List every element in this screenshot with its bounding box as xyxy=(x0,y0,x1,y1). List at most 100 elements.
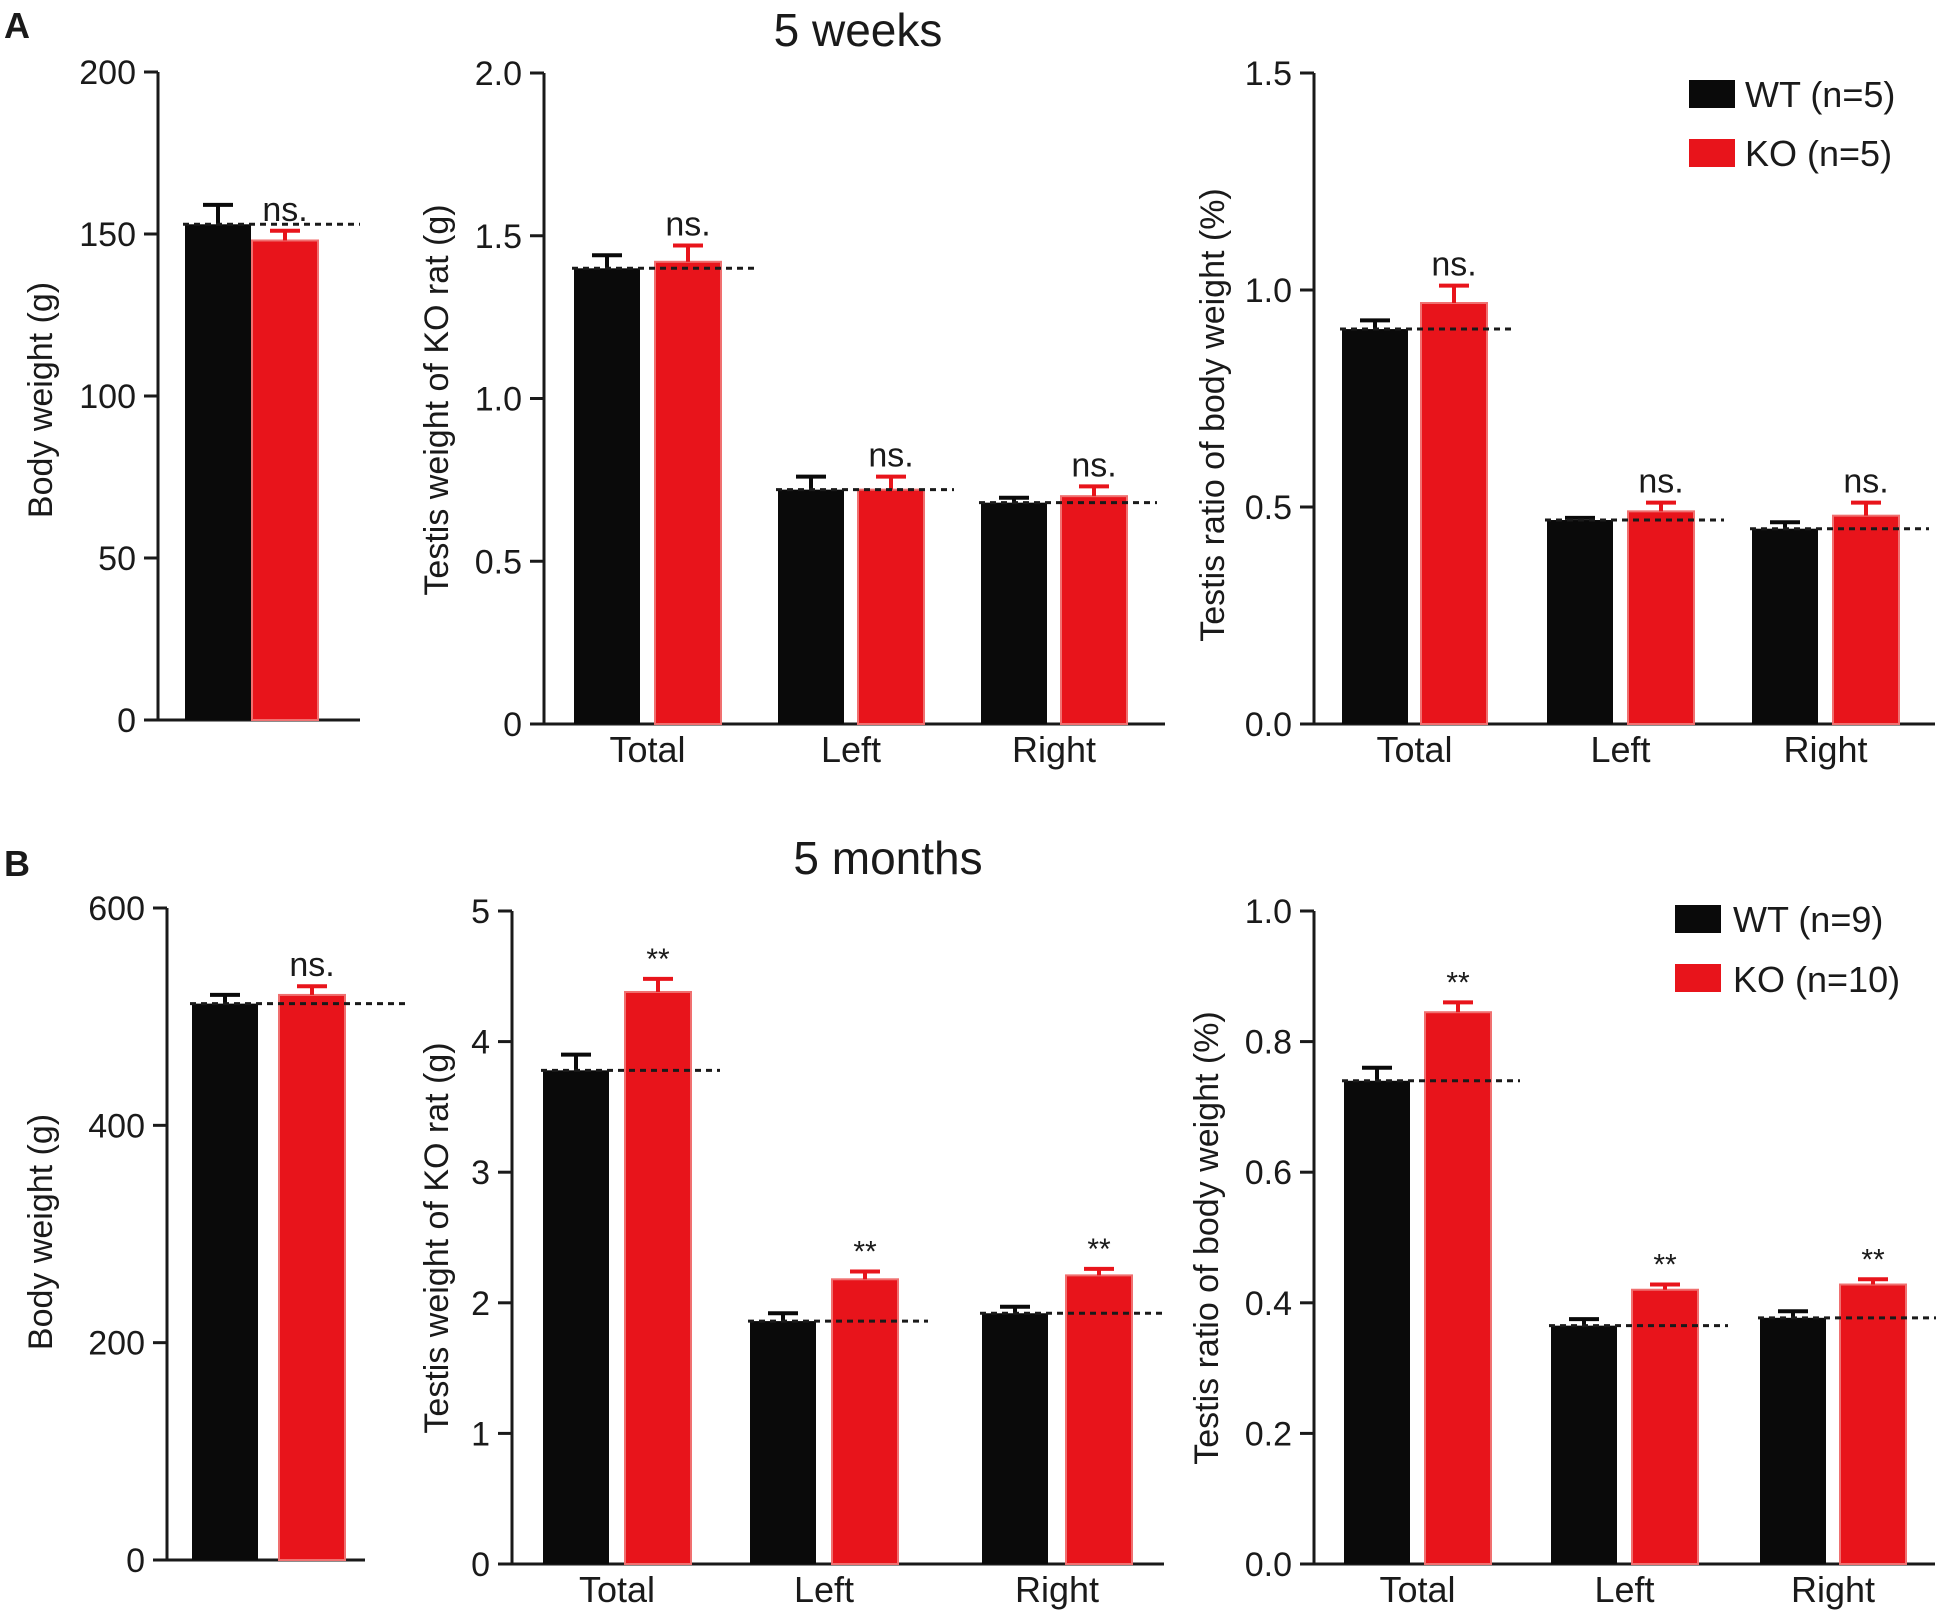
y-tick-label: 0.5 xyxy=(475,543,522,581)
y-tick-label: 0.5 xyxy=(1245,489,1292,527)
significance-label: ** xyxy=(1446,966,1470,999)
panel-a-title: 5 weeks xyxy=(774,4,943,56)
bar-wt xyxy=(543,1070,609,1564)
legend-b-ko-swatch xyxy=(1675,964,1721,992)
chart-a-ratio: 0.0 0.5 1.0 1.5 Testis ratio of body weight … xyxy=(1194,55,1935,770)
bar-wt xyxy=(1547,520,1613,724)
significance-label: ns. xyxy=(868,437,913,475)
x-tick-label: Total xyxy=(609,729,685,770)
y-tick-label: 0 xyxy=(471,1546,490,1584)
y-tick-label: 1 xyxy=(471,1415,490,1453)
significance-label: ** xyxy=(853,1235,877,1268)
chart-a-testis: 0 0.5 1.0 1.5 2.0 Testis weight of KO rat (g)… xyxy=(418,55,1165,770)
legend-b-wt-swatch xyxy=(1675,905,1721,933)
bar-wt xyxy=(1752,528,1818,724)
significance-label: ns. xyxy=(1071,446,1116,484)
y-axis-label: Testis weight of KO rat (g) xyxy=(418,204,456,595)
significance-label: ** xyxy=(1861,1243,1885,1276)
bar-wt xyxy=(1344,1080,1410,1564)
chart-b-body: 0 200 400 600 Body weight (g) ns. xyxy=(22,890,405,1580)
y-tick-label: 200 xyxy=(88,1325,145,1363)
significance-label: ns. xyxy=(1638,463,1683,501)
y-axis-label: Body weight (g) xyxy=(22,1114,60,1350)
legend-b: WT (n=9) KO (n=10) xyxy=(1675,899,1900,1000)
x-tick-label: Total xyxy=(1379,1569,1455,1610)
panel-a-letter: A xyxy=(4,5,30,46)
y-tick-label: 3 xyxy=(471,1154,490,1192)
y-tick-label: 100 xyxy=(79,378,136,416)
x-tick-label: Right xyxy=(1783,729,1867,770)
x-tick-label: Right xyxy=(1791,1569,1875,1610)
bar-wt xyxy=(981,502,1047,724)
bar-ko xyxy=(251,239,319,721)
y-axis-label: Body weight (g) xyxy=(22,282,60,518)
y-tick-label: 1.0 xyxy=(475,381,522,419)
y-tick-label: 200 xyxy=(79,54,136,92)
y-tick-label: 2.0 xyxy=(475,55,522,93)
bar-ko xyxy=(654,260,722,725)
bar-wt xyxy=(185,224,251,720)
y-axis-label: Testis weight of KO rat (g) xyxy=(418,1042,456,1433)
y-tick-label: 0.8 xyxy=(1245,1024,1292,1062)
y-axis-label: Testis ratio of body weight (%) xyxy=(1188,1011,1226,1465)
bar-ko xyxy=(1060,495,1128,725)
x-tick-label: Total xyxy=(1376,729,1452,770)
bar-ko xyxy=(624,990,692,1565)
x-tick-label: Left xyxy=(821,729,881,770)
y-tick-label: 5 xyxy=(471,893,490,931)
bar-ko xyxy=(1420,302,1488,725)
significance-label: ** xyxy=(1087,1233,1111,1266)
y-tick-label: 4 xyxy=(471,1024,490,1062)
chart-a-body: 0 50 100 150 200 Body weight (g) ns. xyxy=(22,54,360,740)
significance-label: ns. xyxy=(289,946,334,984)
x-tick-label: Right xyxy=(1015,1569,1099,1610)
x-tick-label: Right xyxy=(1012,729,1096,770)
y-tick-label: 2 xyxy=(471,1285,490,1323)
legend-a-ko-label: KO (n=5) xyxy=(1745,133,1892,174)
y-tick-label: 600 xyxy=(88,890,145,928)
y-tick-label: 1.5 xyxy=(475,218,522,256)
bar-wt xyxy=(1551,1325,1617,1564)
y-axis-label: Testis ratio of body weight (%) xyxy=(1194,188,1232,642)
significance-label: ns. xyxy=(1843,463,1888,501)
legend-a-wt-label: WT (n=5) xyxy=(1745,74,1895,115)
y-tick-label: 0.2 xyxy=(1245,1415,1292,1453)
bar-ko xyxy=(1631,1288,1699,1565)
bar-ko xyxy=(278,993,346,1561)
bar-ko xyxy=(1832,514,1900,725)
bar-wt xyxy=(1760,1317,1826,1564)
bar-ko xyxy=(857,488,925,726)
y-tick-label: 0 xyxy=(503,706,522,744)
bar-wt xyxy=(778,489,844,724)
bar-wt xyxy=(1342,329,1408,724)
significance-label: ns. xyxy=(665,206,710,244)
x-tick-label: Total xyxy=(579,1569,655,1610)
significance-label: ns. xyxy=(262,191,307,229)
chart-b-ratio: 0.0 0.2 0.4 0.6 0.8 1.0 Testis ratio of body w… xyxy=(1188,893,1936,1610)
y-tick-label: 0.4 xyxy=(1245,1285,1292,1323)
bar-wt xyxy=(750,1321,816,1564)
bar-ko xyxy=(1424,1011,1492,1565)
x-tick-label: Left xyxy=(1590,729,1650,770)
x-tick-label: Left xyxy=(1594,1569,1654,1610)
y-tick-label: 0.0 xyxy=(1245,706,1292,744)
panel-b-letter: B xyxy=(4,843,30,884)
y-tick-label: 0 xyxy=(117,702,136,740)
y-tick-label: 0.0 xyxy=(1245,1546,1292,1584)
panel-b-title: 5 months xyxy=(793,832,982,884)
significance-label: ns. xyxy=(1431,246,1476,284)
legend-b-wt-label: WT (n=9) xyxy=(1733,899,1883,940)
legend-a: WT (n=5) KO (n=5) xyxy=(1689,74,1895,174)
bar-ko xyxy=(1065,1274,1133,1566)
y-tick-label: 1.0 xyxy=(1245,272,1292,310)
bar-wt xyxy=(574,268,640,724)
bar-ko xyxy=(831,1278,899,1565)
bar-ko xyxy=(1627,510,1695,725)
y-tick-label: 0.6 xyxy=(1245,1154,1292,1192)
bar-ko xyxy=(1839,1283,1907,1565)
significance-label: ** xyxy=(646,943,670,976)
legend-b-ko-label: KO (n=10) xyxy=(1733,959,1900,1000)
x-tick-label: Left xyxy=(794,1569,854,1610)
